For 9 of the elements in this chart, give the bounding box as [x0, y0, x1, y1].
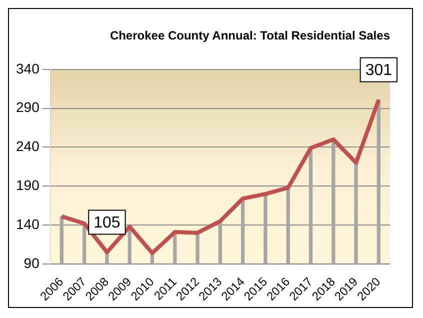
y-tick-label: 340 [16, 60, 40, 76]
y-tick-label: 190 [16, 176, 40, 193]
annotation: 301 [365, 62, 392, 80]
annotation: 105 [94, 214, 120, 232]
y-tick-label: 240 [16, 138, 40, 154]
y-tick-label: 290 [16, 99, 40, 116]
y-tick-label: 90 [24, 254, 40, 271]
chart-title: Cherokee County Annual: Total Residential Sales [110, 28, 390, 43]
y-tick-label: 140 [16, 216, 40, 232]
